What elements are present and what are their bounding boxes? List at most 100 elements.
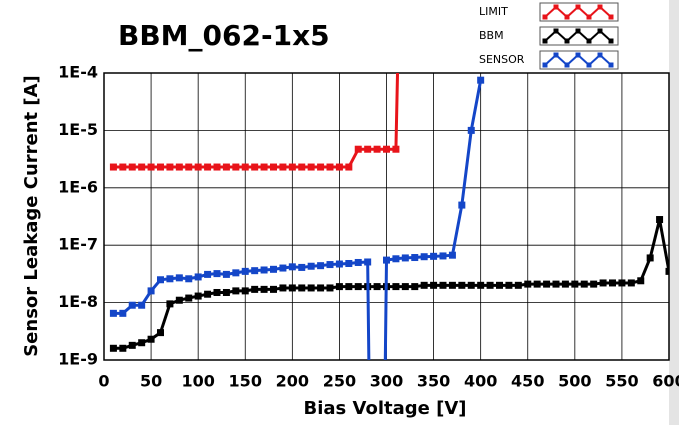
data-point [138, 163, 146, 171]
data-point [251, 163, 259, 171]
data-point [175, 296, 183, 304]
data-point [260, 163, 268, 171]
data-point [345, 283, 353, 291]
data-point [335, 163, 343, 171]
data-point [241, 267, 249, 275]
y-tick-label: 1E-7 [58, 235, 98, 254]
x-tick-label: 50 [140, 372, 162, 391]
legend-marker [586, 62, 592, 68]
data-point [656, 216, 664, 224]
data-point [128, 301, 136, 309]
data-point [383, 256, 390, 264]
data-point [477, 281, 485, 289]
data-point [458, 201, 466, 209]
data-point [561, 280, 569, 288]
data-point [157, 163, 164, 171]
legend-marker [553, 28, 559, 34]
data-point [458, 281, 466, 289]
data-point [364, 258, 372, 266]
legend-marker [586, 14, 592, 20]
data-point [147, 335, 155, 343]
x-tick-label: 550 [605, 372, 638, 391]
data-point [222, 288, 230, 296]
data-point [514, 281, 522, 289]
data-point [270, 265, 277, 273]
data-point [448, 281, 456, 289]
data-point [401, 283, 409, 291]
data-point [279, 163, 287, 171]
data-point [119, 344, 127, 352]
data-point [157, 276, 164, 284]
data-point [467, 126, 475, 134]
data-point [288, 163, 296, 171]
data-point [279, 264, 287, 272]
data-point [590, 280, 598, 288]
data-point [213, 288, 221, 296]
data-point [354, 283, 362, 291]
data-point [279, 284, 287, 292]
data-point [270, 163, 277, 171]
data-point [119, 163, 127, 171]
legend-marker [564, 14, 570, 20]
data-point [307, 262, 315, 270]
data-point [477, 76, 485, 84]
data-point [298, 163, 306, 171]
data-point [166, 275, 174, 283]
legend-marker [575, 52, 581, 58]
data-point [288, 263, 296, 271]
legend-marker [608, 14, 614, 20]
data-point [317, 262, 325, 270]
legend-marker [542, 38, 548, 44]
data-point [411, 254, 419, 262]
data-point [430, 281, 438, 289]
data-point [533, 280, 541, 288]
data-point [392, 283, 400, 291]
data-point [637, 277, 645, 285]
data-point [345, 259, 353, 267]
legend-marker [597, 52, 603, 58]
data-point [157, 329, 164, 337]
data-point [448, 251, 456, 259]
legend-marker [553, 52, 559, 58]
x-tick-label: 350 [417, 372, 450, 391]
data-point [411, 283, 419, 291]
data-point [241, 287, 249, 295]
data-point [128, 163, 136, 171]
data-point [109, 309, 117, 317]
data-point [204, 290, 212, 298]
data-point [354, 145, 362, 153]
data-point [232, 287, 240, 295]
data-point [317, 163, 325, 171]
data-point [373, 283, 381, 291]
data-point [166, 300, 174, 308]
data-point [109, 163, 117, 171]
x-tick-label: 250 [323, 372, 356, 391]
data-point [307, 284, 315, 292]
data-point [232, 269, 240, 277]
data-point [505, 281, 513, 289]
y-tick-label: 1E-5 [58, 120, 98, 139]
y-tick-label: 1E-8 [58, 292, 98, 311]
series-layer [109, 73, 669, 360]
data-point [175, 163, 183, 171]
data-point [646, 254, 654, 262]
y-tick-label: 1E-6 [58, 177, 98, 196]
legend-marker [542, 62, 548, 68]
x-tick-label: 450 [511, 372, 544, 391]
data-point [232, 163, 240, 171]
data-point [222, 163, 230, 171]
y-tick-label: 1E-9 [58, 350, 98, 369]
legend-marker [575, 4, 581, 10]
data-point [486, 281, 494, 289]
data-point [307, 163, 315, 171]
data-point [364, 145, 372, 153]
data-point [496, 281, 503, 289]
data-point [392, 255, 400, 263]
x-tick-label: 150 [229, 372, 262, 391]
data-point [109, 344, 117, 352]
data-point [138, 339, 146, 347]
y-axis-label: Sensor Leakage Current [A] [21, 75, 42, 357]
x-tick-label: 300 [370, 372, 403, 391]
data-point [147, 287, 155, 295]
